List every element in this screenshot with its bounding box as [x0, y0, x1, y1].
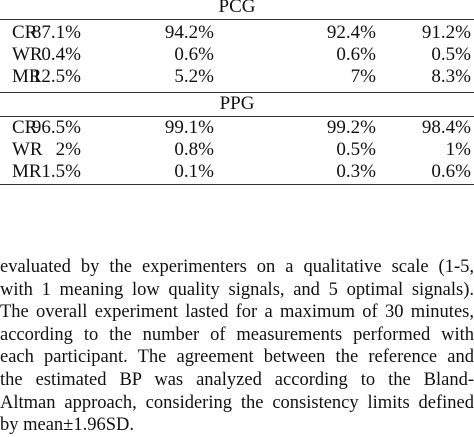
- paragraph-line: by mean±1.96SD.: [0, 415, 134, 436]
- body-paragraph: evaluated by the experimenters on a qual…: [0, 256, 474, 437]
- paragraph-line: each participant. The agreement between …: [0, 347, 474, 368]
- table-cell: 0.5%: [336, 139, 376, 160]
- paragraph-line: evaluated by the experimenters on a qual…: [0, 257, 474, 277]
- row-label: CR: [12, 117, 38, 138]
- table-bottom-rule: [0, 184, 474, 185]
- table-cell: 0.5%: [431, 44, 471, 65]
- table-cell: 12.5%: [31, 66, 81, 87]
- table-cell: 1%: [445, 139, 471, 160]
- table-cell: 0.8%: [174, 139, 214, 160]
- table-section-title-ppg: PPG: [219, 93, 255, 114]
- table-cell: 1.5%: [41, 161, 81, 182]
- table-cell: 99.2%: [326, 117, 376, 138]
- table-cell: 91.2%: [421, 22, 471, 43]
- table-rule: [0, 116, 474, 117]
- table-cell: 5.2%: [174, 66, 214, 87]
- table-cell: 0.6%: [431, 161, 471, 182]
- table-cell: 0.3%: [336, 161, 376, 182]
- table-cell: 87.1%: [31, 22, 81, 43]
- table-cell: 2%: [55, 139, 81, 160]
- table-cell: 99.1%: [164, 117, 214, 138]
- table-cell: 0.6%: [174, 44, 214, 65]
- paragraph-line: The overall experiment lasted for a maxi…: [0, 302, 474, 323]
- paragraph-line: with 1 meaning low quality signals, and …: [0, 279, 474, 300]
- row-label: WR: [12, 44, 43, 65]
- row-label: MR: [12, 161, 42, 182]
- table-cell: 96.5%: [31, 117, 81, 138]
- table-cell: 7%: [350, 66, 376, 87]
- table-cell: 0.4%: [41, 44, 81, 65]
- paragraph-line: Altman approach, considering the consist…: [0, 392, 474, 413]
- table-cell: 92.4%: [326, 22, 376, 43]
- table-rule: [0, 19, 474, 20]
- row-label: CR: [12, 22, 38, 43]
- row-label: MR: [12, 66, 42, 87]
- table-cell: 98.4%: [421, 117, 471, 138]
- table-cell: 94.2%: [164, 22, 214, 43]
- paragraph-line: according to the number of measurements …: [0, 324, 474, 345]
- row-label: WR: [12, 139, 43, 160]
- table-cell: 8.3%: [431, 66, 471, 87]
- table-cell: 0.1%: [174, 161, 214, 182]
- table-cell: 0.6%: [336, 44, 376, 65]
- table-section-title-pcg: PCG: [218, 0, 256, 17]
- paragraph-line: the estimated BP was analyzed according …: [0, 369, 474, 390]
- table-rule: [0, 92, 474, 93]
